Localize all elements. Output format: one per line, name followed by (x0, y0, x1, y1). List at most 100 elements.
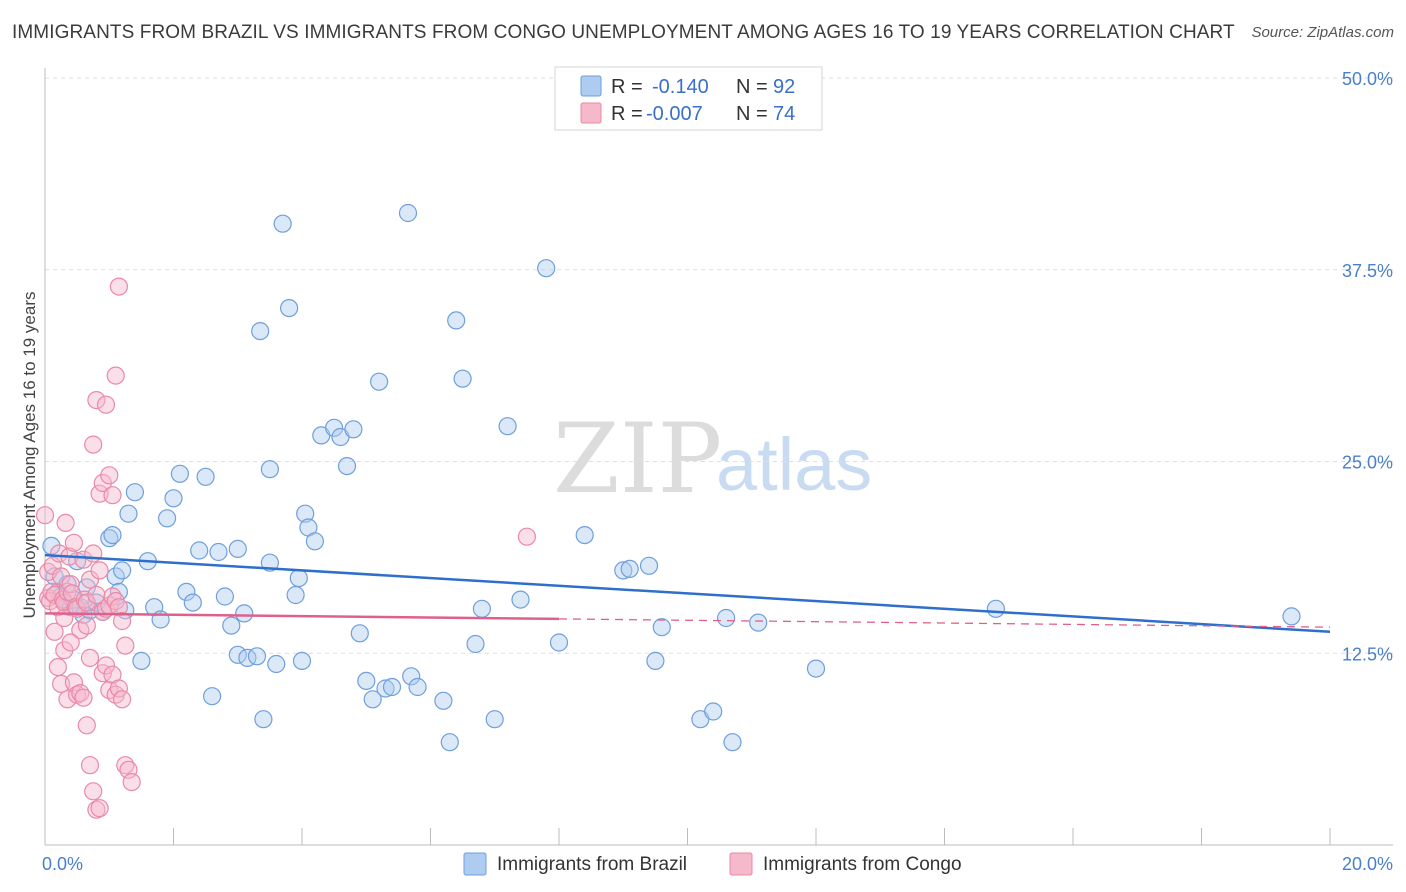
brazil-point-85 (646, 651, 665, 671)
congo-point-62 (80, 648, 100, 668)
brazil-point-79 (537, 259, 556, 278)
brazil-point-35 (209, 542, 228, 562)
y-tick-label-0: 12.5% (1342, 644, 1393, 664)
congo-point-56 (109, 679, 129, 698)
brazil-point-92 (806, 659, 826, 678)
congo-trend-line-solid (44, 612, 560, 621)
brazil-point-40 (235, 604, 254, 623)
brazil-point-90 (723, 733, 742, 752)
brazil-point-86 (652, 618, 671, 637)
brazil-point-89 (716, 608, 736, 628)
congo-point-52 (96, 656, 116, 675)
y-tick-label-3: 50.0% (1342, 69, 1393, 89)
brazil-point-72 (447, 311, 466, 330)
brazil-point-21 (119, 504, 138, 523)
brazil-point-63 (363, 690, 382, 709)
brazil-point-38 (228, 539, 247, 559)
legend-n-value-brazil: 92 (773, 76, 795, 98)
congo-point-41 (61, 633, 80, 652)
congo-point-12 (56, 513, 75, 533)
legend-r-value-congo: -0.007 (646, 103, 703, 125)
brazil-point-23 (132, 651, 151, 671)
congo-point-70 (106, 366, 125, 385)
legend-r-label-brazil: R = (611, 76, 643, 98)
brazil-point-57 (325, 418, 344, 437)
brazil-point-48 (273, 214, 292, 233)
brazil-point-68 (402, 667, 421, 686)
brazil-point-93 (986, 599, 1006, 618)
brazil-point-34 (203, 687, 222, 706)
brazil-point-29 (170, 464, 189, 483)
congo-point-67 (96, 395, 116, 414)
congo-point-46 (77, 716, 96, 735)
brazil-point-55 (305, 532, 324, 551)
brazil-point-32 (190, 541, 209, 560)
congo-point-69 (103, 486, 122, 505)
congo-point-57 (112, 690, 132, 709)
brazil-point-31 (183, 593, 202, 612)
congo-point-47 (80, 756, 100, 775)
congo-point-63 (84, 435, 103, 454)
congo-point-73 (517, 527, 537, 546)
brazil-point-78 (511, 590, 530, 609)
brazil-trend-line (44, 553, 1331, 634)
y-tick-label-2: 37.5% (1342, 261, 1393, 281)
congo-point-8 (49, 544, 69, 563)
congo-point-68 (100, 466, 119, 485)
brazil-point-91 (749, 613, 768, 632)
brazil-point-59 (337, 457, 357, 476)
congo-point-27 (90, 561, 109, 580)
bottom-legend-label-congo: Immigrants from Congo (763, 854, 962, 875)
congo-point-50 (90, 799, 109, 818)
brazil-point-43 (251, 322, 270, 341)
brazil-point-77 (498, 417, 517, 436)
brazil-point-45 (260, 460, 279, 479)
congo-point-26 (87, 585, 106, 605)
source-credit: Source: ZipAtlas.com (1251, 24, 1394, 41)
brazil-point-42 (247, 647, 267, 666)
congo-point-17 (64, 533, 84, 552)
congo-point-22 (75, 590, 94, 609)
brazil-point-66 (382, 677, 402, 697)
trend-lines (44, 553, 1331, 634)
legend-n-value-congo: 74 (773, 103, 795, 125)
congo-point-33 (109, 598, 129, 617)
brazil-point-94 (1282, 607, 1301, 626)
congo-point-36 (45, 622, 64, 641)
congo-point-9 (51, 567, 71, 586)
legend-r-value-brazil: -0.140 (652, 76, 709, 98)
brazil-point-67 (398, 203, 418, 223)
congo-trend-line-dashed (558, 618, 1331, 628)
brazil-point-46 (260, 553, 279, 572)
brazil-point-44 (254, 710, 273, 729)
congo-point-37 (48, 657, 68, 677)
x-tick-label-max: 20.0% (1342, 854, 1393, 874)
brazil-point-52 (292, 651, 312, 671)
congo-point-48 (84, 782, 103, 801)
bottom-legend-swatch-brazil (463, 852, 487, 876)
axes (44, 68, 1393, 846)
brazil-point-50 (286, 585, 305, 605)
brazil-point-49 (280, 299, 299, 318)
brazil-point-19 (112, 561, 132, 580)
brazil-point-80 (549, 633, 569, 652)
chart-title: IMMIGRANTS FROM BRAZIL VS IMMIGRANTS FRO… (12, 22, 1235, 43)
congo-point-72 (55, 608, 74, 628)
brazil-point-65 (376, 679, 395, 698)
congo-point-0 (35, 506, 55, 525)
y-tick-label-1: 25.0% (1342, 453, 1393, 473)
brazil-point-81 (575, 525, 594, 545)
correlation-legend: R = -0.140 N = 92 R = -0.007 N = 74 (554, 66, 823, 131)
series-legend: Immigrants from Brazil Immigrants from C… (463, 852, 962, 876)
brazil-point-33 (196, 467, 215, 486)
legend-n-label-brazil: N = (736, 76, 768, 98)
brazil-point-22 (125, 483, 144, 502)
brazil-point-70 (434, 691, 453, 710)
congo-point-71 (109, 277, 129, 296)
congo-point-61 (77, 616, 96, 635)
brazil-point-16 (103, 525, 122, 545)
brazil-point-69 (408, 677, 427, 697)
bottom-legend-swatch-congo (729, 852, 753, 876)
brazil-point-53 (296, 504, 315, 523)
congo-point-24 (80, 570, 100, 589)
